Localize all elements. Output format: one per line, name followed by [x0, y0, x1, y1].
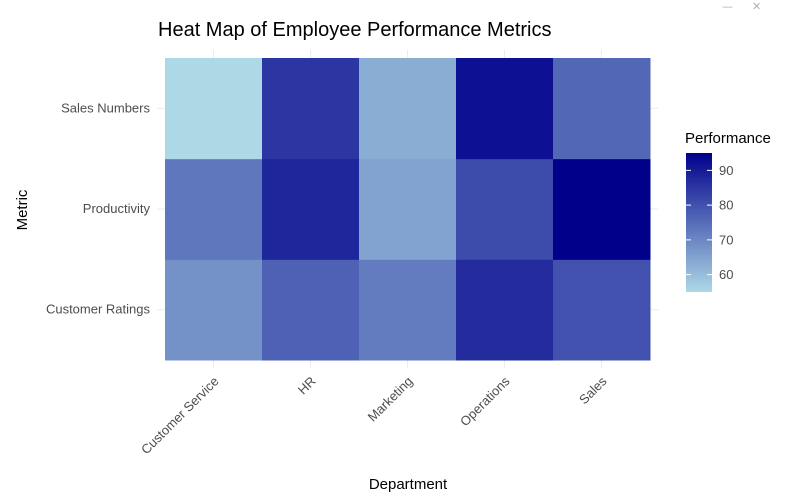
- x-tick-label: Sales: [576, 373, 610, 407]
- colorbar-tick-label: 80: [719, 198, 733, 213]
- colorbar-gradient: [686, 153, 712, 292]
- heatmap-cell: [262, 259, 360, 361]
- colorbar-legend: Performance 60 70 80 90: [685, 130, 771, 292]
- x-axis-title: Department: [369, 476, 448, 493]
- x-tick-label: HR: [295, 374, 319, 398]
- heatmap-cell: [553, 259, 651, 361]
- heatmap-cell: [456, 158, 554, 260]
- heatmap-cell: [456, 58, 554, 160]
- heatmap-cell: [553, 58, 651, 160]
- y-axis-title: Metric: [14, 189, 31, 230]
- minimize-icon[interactable]: —: [722, 0, 733, 13]
- y-tick-label: Productivity: [83, 201, 151, 216]
- heatmap-cell: [165, 58, 263, 160]
- heatmap-cell: [359, 58, 457, 160]
- y-tick-labels: Customer Ratings Productivity Sales Number…: [46, 100, 151, 316]
- close-icon[interactable]: ✕: [752, 0, 762, 13]
- x-tick-label: Operations: [457, 373, 513, 429]
- heatmap-cell: [456, 259, 554, 361]
- heatmap-cell: [262, 58, 360, 160]
- heatmap-cell: [359, 158, 457, 260]
- legend-title: Performance: [685, 130, 771, 147]
- x-tick-label: Marketing: [365, 374, 416, 425]
- colorbar-tick-label: 60: [719, 267, 733, 282]
- x-tick-labels: Customer Service HR Marketing Operations Sal…: [138, 373, 610, 457]
- heatmap-cell: [165, 259, 263, 361]
- chart-title: Heat Map of Employee Performance Metrics: [158, 19, 552, 41]
- heatmap-cell: [262, 158, 360, 260]
- heatmap-cell: [165, 158, 263, 260]
- heatmap-cells: [165, 58, 651, 361]
- y-tick-label: Sales Numbers: [61, 100, 150, 115]
- heatmap-cell: [359, 259, 457, 361]
- colorbar-tick-label: 90: [719, 163, 733, 178]
- y-tick-label: Customer Ratings: [46, 302, 151, 317]
- x-tick-label: Customer Service: [138, 374, 222, 458]
- colorbar-tick-label: 70: [719, 232, 733, 247]
- heatmap-cell: [553, 158, 651, 260]
